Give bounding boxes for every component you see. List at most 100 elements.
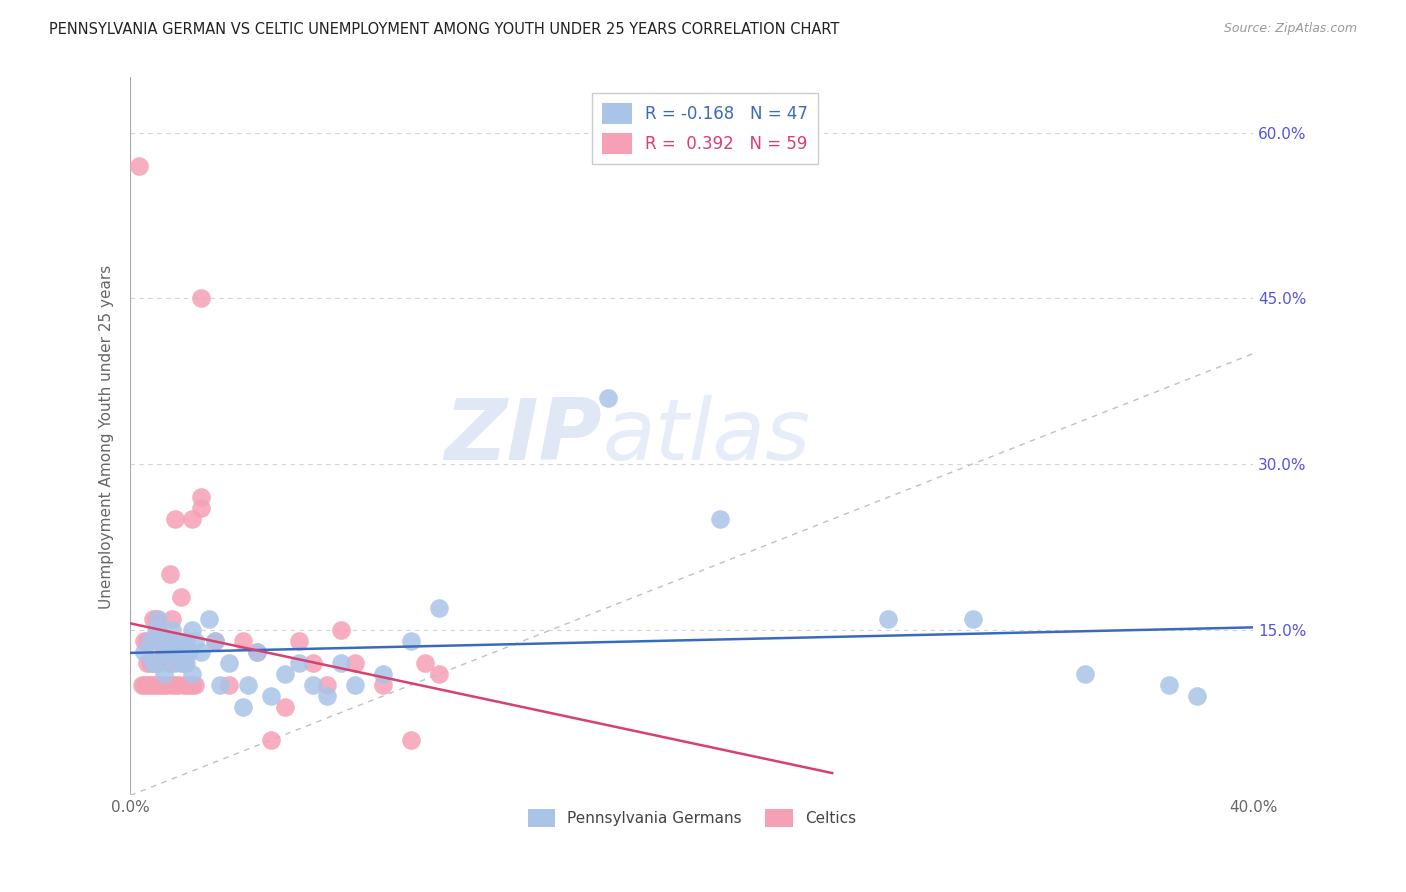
Point (315, 678, 337, 692)
Point (139, 678, 162, 692)
Point (134, 633, 156, 648)
Point (176, 678, 198, 692)
Point (142, 656, 165, 670)
Point (184, 633, 207, 648)
Point (170, 590, 193, 604)
Point (162, 645, 184, 659)
Point (204, 633, 226, 648)
Point (145, 612, 167, 626)
Point (204, 633, 226, 648)
Point (150, 678, 173, 692)
Point (134, 678, 156, 692)
Point (190, 490, 212, 504)
Point (165, 678, 187, 692)
Point (162, 612, 184, 626)
Point (190, 291, 212, 305)
Point (176, 656, 198, 670)
Point (399, 733, 422, 747)
Point (301, 678, 323, 692)
Point (167, 678, 190, 692)
Y-axis label: Unemployment Among Youth under 25 years: Unemployment Among Youth under 25 years (100, 264, 114, 608)
Point (1185, 689, 1208, 703)
Point (209, 678, 232, 692)
Point (145, 633, 167, 648)
Point (329, 623, 352, 637)
Point (173, 678, 195, 692)
Point (427, 600, 450, 615)
Point (1074, 666, 1097, 681)
Point (176, 633, 198, 648)
Point (413, 656, 436, 670)
Point (170, 645, 193, 659)
Point (136, 656, 159, 670)
Point (190, 501, 212, 516)
Point (232, 633, 254, 648)
Point (167, 633, 190, 648)
Point (128, 159, 150, 173)
Point (274, 700, 297, 714)
Point (218, 678, 240, 692)
Point (190, 645, 212, 659)
Point (427, 666, 450, 681)
Point (170, 656, 193, 670)
Point (136, 633, 159, 648)
Point (156, 645, 179, 659)
Point (877, 612, 900, 626)
Point (287, 633, 309, 648)
Point (596, 391, 619, 405)
Point (165, 512, 187, 526)
Point (260, 689, 283, 703)
Point (153, 645, 176, 659)
Point (315, 689, 337, 703)
Point (142, 656, 165, 670)
Point (165, 656, 187, 670)
Point (343, 656, 366, 670)
Point (238, 678, 260, 692)
Point (142, 678, 165, 692)
Point (198, 612, 221, 626)
Point (139, 656, 162, 670)
Point (176, 645, 198, 659)
Point (329, 656, 352, 670)
Point (246, 645, 269, 659)
Legend: Pennsylvania Germans, Celtics: Pennsylvania Germans, Celtics (520, 802, 863, 834)
Point (260, 733, 283, 747)
Point (179, 645, 201, 659)
Point (246, 645, 269, 659)
Point (159, 567, 181, 582)
Point (148, 633, 170, 648)
Point (139, 633, 162, 648)
Point (173, 656, 195, 670)
Text: ZIP: ZIP (444, 395, 602, 478)
Point (162, 678, 184, 692)
Point (145, 678, 167, 692)
Point (218, 656, 240, 670)
Point (181, 678, 204, 692)
Point (150, 633, 173, 648)
Point (301, 656, 323, 670)
Point (287, 656, 309, 670)
Point (153, 678, 176, 692)
Point (134, 645, 156, 659)
Point (184, 678, 207, 692)
Point (181, 512, 204, 526)
Point (148, 612, 170, 626)
Point (156, 633, 179, 648)
Point (131, 678, 153, 692)
Point (148, 623, 170, 637)
Point (181, 666, 204, 681)
Point (148, 656, 170, 670)
Point (153, 666, 176, 681)
Point (136, 678, 159, 692)
Point (1157, 678, 1180, 692)
Point (371, 678, 394, 692)
Point (159, 656, 181, 670)
Point (142, 612, 165, 626)
Text: Source: ZipAtlas.com: Source: ZipAtlas.com (1223, 22, 1357, 36)
Point (274, 666, 297, 681)
Point (709, 512, 731, 526)
Text: atlas: atlas (602, 395, 810, 478)
Point (148, 678, 170, 692)
Point (162, 623, 184, 637)
Point (139, 633, 162, 648)
